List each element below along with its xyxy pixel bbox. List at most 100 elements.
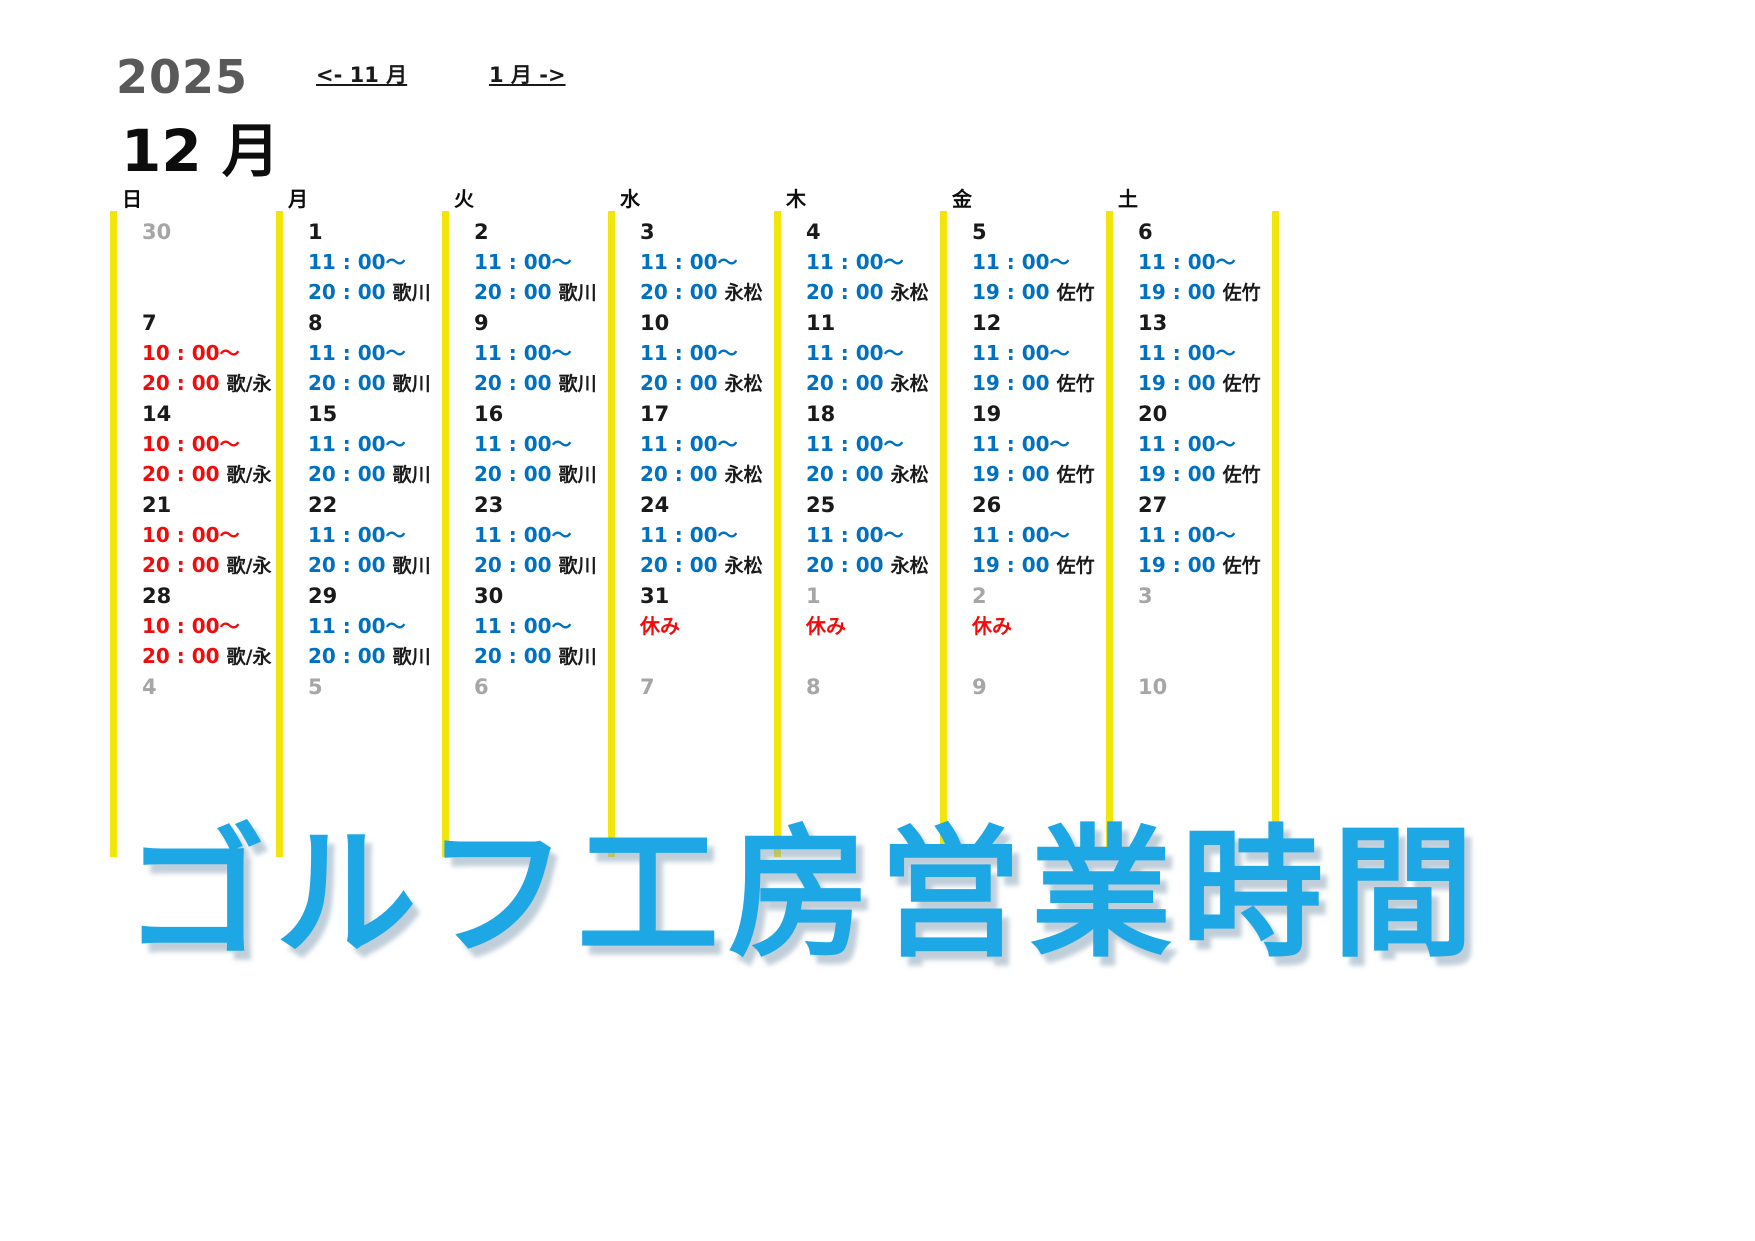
staff-name: 佐竹: [1222, 464, 1261, 486]
hours-line: 20 : 00 歌/永: [142, 368, 276, 399]
time-text: 10 : 00～: [142, 523, 240, 547]
day-number: 23: [474, 493, 504, 517]
day-cell: 12 11 : 00～ 19 : 00 佐竹: [947, 302, 1106, 395]
weekday-header-mon: 月: [288, 187, 308, 211]
hours-line: 11 : 00～: [972, 338, 1106, 368]
time-text: 11 : 00～: [474, 341, 572, 365]
day-number: 16: [474, 402, 504, 426]
hours-line: 20 : 00 永松: [806, 550, 940, 581]
staff-name: 歌/永: [226, 464, 272, 486]
day-number: 21: [142, 493, 172, 517]
staff-name: 永松: [890, 282, 929, 304]
time-text: 20 : 00: [806, 371, 884, 395]
hours-line: 10 : 00～: [142, 429, 276, 459]
staff-name: 歌川: [392, 282, 431, 304]
day-cell: 10 11 : 00～ 20 : 00 永松: [615, 302, 774, 395]
day-number: 10: [1138, 675, 1168, 699]
time-text: 20 : 00: [308, 553, 386, 577]
hours-line: 19 : 00 佐竹: [1138, 368, 1272, 399]
day-cell: 10: [1113, 666, 1272, 757]
time-text: 20 : 00: [640, 553, 718, 577]
weekday-column: 6 11 : 00～ 19 : 00 佐竹 13 11 : 00～ 19 : 00 佐竹 20 1…: [1106, 211, 1272, 857]
time-text: 11 : 00～: [972, 432, 1070, 456]
time-text: 11 : 00～: [474, 614, 572, 638]
day-number: 13: [1138, 311, 1168, 335]
day-number: 7: [142, 311, 157, 335]
day-number: 29: [308, 584, 338, 608]
day-number: 1: [308, 220, 323, 244]
time-text: 10 : 00～: [142, 341, 240, 365]
time-text: 10 : 00～: [142, 432, 240, 456]
time-text: 20 : 00: [474, 644, 552, 668]
day-cell: 20 11 : 00～ 19 : 00 佐竹: [1113, 393, 1272, 486]
weekday-header-fri: 金: [952, 187, 972, 211]
hours-line: 19 : 00 佐竹: [1138, 277, 1272, 308]
staff-name: 永松: [724, 373, 763, 395]
hours-line: 19 : 00 佐竹: [972, 459, 1106, 490]
hours-line: 20 : 00 歌川: [474, 641, 608, 672]
calendar-grid: 30 7 10 : 00～ 20 : 00 歌/永 14 10 : 00～ 20 : 00 歌/…: [110, 211, 1279, 857]
staff-name: 歌川: [558, 282, 597, 304]
time-text: 19 : 00: [972, 280, 1050, 304]
hours-line: 20 : 00 永松: [806, 368, 940, 399]
day-cell: 8 11 : 00～ 20 : 00 歌川: [283, 302, 442, 395]
time-text: 11 : 00～: [308, 614, 406, 638]
hours-line: 10 : 00～: [142, 520, 276, 550]
weekday-column: 1 11 : 00～ 20 : 00 歌川 8 11 : 00～ 20 : 00 歌川 15 11…: [276, 211, 442, 857]
day-cell: 23 11 : 00～ 20 : 00 歌川: [449, 484, 608, 577]
weekday-header-tue: 火: [454, 187, 474, 211]
staff-name: 佐竹: [1222, 282, 1261, 304]
staff-name: 永松: [724, 555, 763, 577]
hours-line: 11 : 00～: [806, 429, 940, 459]
staff-name: 佐竹: [1222, 373, 1261, 395]
weekday-header-sun: 日: [122, 187, 142, 211]
day-cell: 2 休み: [947, 575, 1106, 666]
closed-label: 休み: [806, 614, 846, 638]
day-number: 26: [972, 493, 1002, 517]
day-number: 8: [806, 675, 821, 699]
day-number: 27: [1138, 493, 1168, 517]
time-text: 20 : 00: [806, 553, 884, 577]
hours-line: 20 : 00 永松: [806, 459, 940, 490]
staff-name: 佐竹: [1056, 555, 1095, 577]
time-text: 20 : 00: [308, 371, 386, 395]
day-cell: 9: [947, 666, 1106, 757]
day-number: 5: [308, 675, 323, 699]
hours-line: 20 : 00 永松: [640, 459, 774, 490]
hours-line: 10 : 00～: [142, 611, 276, 641]
staff-name: 佐竹: [1222, 555, 1261, 577]
hours-line: 10 : 00～: [142, 338, 276, 368]
day-cell: 4: [117, 666, 276, 757]
time-text: 11 : 00～: [640, 341, 738, 365]
hours-line: 休み: [806, 611, 940, 641]
day-cell: 19 11 : 00～ 19 : 00 佐竹: [947, 393, 1106, 486]
day-number: 10: [640, 311, 670, 335]
staff-name: 歌川: [558, 464, 597, 486]
day-number: 30: [142, 220, 172, 244]
closed-label: 休み: [640, 614, 680, 638]
hours-line: 11 : 00～: [308, 338, 442, 368]
day-number: 3: [1138, 584, 1153, 608]
hours-line: 11 : 00～: [640, 429, 774, 459]
prev-month-link[interactable]: <- 11 月: [316, 63, 408, 87]
day-cell: 5 11 : 00～ 19 : 00 佐竹: [947, 211, 1106, 304]
day-number: 9: [972, 675, 987, 699]
hours-line: 11 : 00～: [474, 611, 608, 641]
staff-name: 歌/永: [226, 555, 272, 577]
day-cell: 21 10 : 00～ 20 : 00 歌/永: [117, 484, 276, 577]
time-text: 11 : 00～: [640, 250, 738, 274]
staff-name: 歌川: [392, 464, 431, 486]
weekday-column: 3 11 : 00～ 20 : 00 永松 10 11 : 00～ 20 : 00 永松 17 1…: [608, 211, 774, 857]
time-text: 19 : 00: [1138, 553, 1216, 577]
hours-line: 11 : 00～: [806, 338, 940, 368]
time-text: 19 : 00: [972, 371, 1050, 395]
hours-line: 休み: [972, 611, 1106, 641]
day-number: 18: [806, 402, 836, 426]
day-number: 4: [142, 675, 157, 699]
day-number: 20: [1138, 402, 1168, 426]
staff-name: 佐竹: [1056, 282, 1095, 304]
next-month-link[interactable]: 1 月 ->: [489, 63, 566, 87]
hours-line: 11 : 00～: [1138, 429, 1272, 459]
time-text: 19 : 00: [1138, 462, 1216, 486]
time-text: 20 : 00: [640, 462, 718, 486]
